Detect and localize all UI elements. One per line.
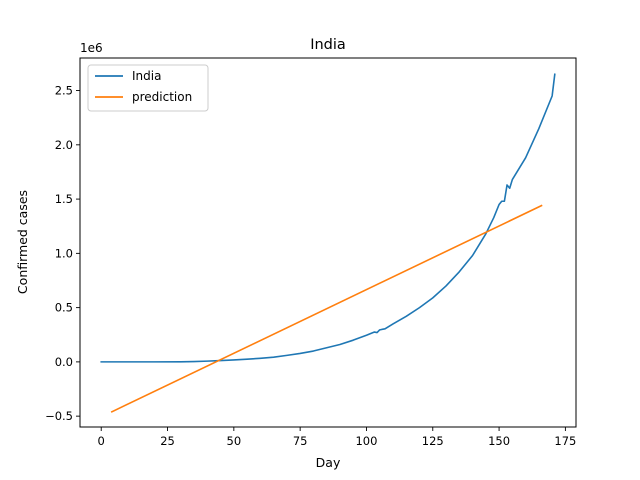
y-tick-label: 0.5: [55, 301, 73, 315]
y-tick-label: 2.5: [55, 84, 73, 98]
legend: India prediction: [87, 64, 209, 112]
x-tick-label: 175: [554, 434, 576, 448]
plot-area: [100, 73, 556, 413]
x-tick-label: 150: [488, 434, 510, 448]
x-axis: 0 25 50 75 100 125 150 175: [98, 427, 576, 448]
chart-title: India: [310, 37, 346, 53]
x-tick-label: 50: [227, 434, 242, 448]
x-tick-label: 100: [355, 434, 377, 448]
y-axis: −0.5 0.0 0.5 1.0 1.5 2.0 2.5: [45, 84, 80, 423]
y-tick-label: 0.0: [55, 355, 73, 369]
y-tick-label: 1.0: [55, 246, 73, 260]
y-tick-label: 2.0: [55, 138, 73, 152]
y-tick-label: 1.5: [55, 192, 73, 206]
y-offset-label: 1e6: [80, 41, 103, 55]
series-line-prediction: [110, 204, 543, 413]
y-tick-label: −0.5: [45, 409, 73, 423]
y-axis-label: Confirmed cases: [15, 190, 30, 294]
x-axis-label: Day: [316, 455, 341, 470]
series-line-india: [100, 73, 556, 363]
legend-label: prediction: [132, 90, 192, 104]
x-tick-label: 75: [293, 434, 308, 448]
x-tick-label: 125: [422, 434, 444, 448]
plot-frame: [79, 57, 577, 428]
legend-label: India: [132, 69, 161, 83]
x-tick-label: 25: [160, 434, 175, 448]
x-tick-label: 0: [98, 434, 105, 448]
